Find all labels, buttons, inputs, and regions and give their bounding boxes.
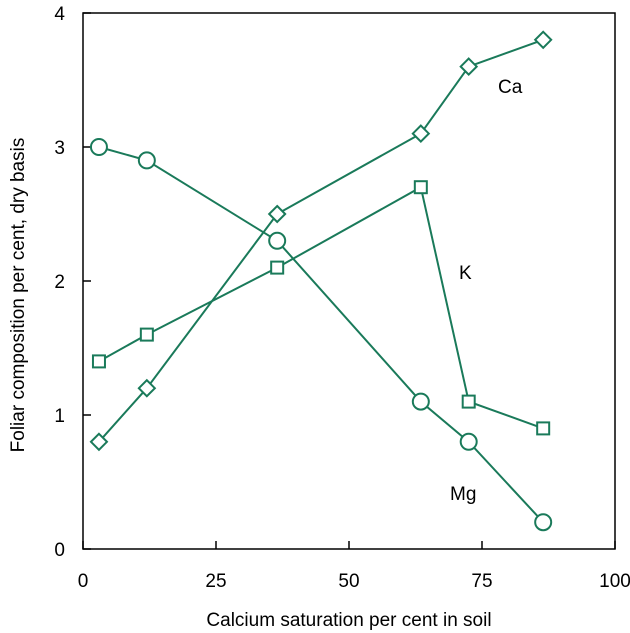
series-line-mg: [98, 146, 544, 523]
data-point-ca: [137, 378, 157, 398]
x-tick-label: 75: [471, 571, 492, 592]
series-label-mg: Mg: [450, 484, 476, 505]
x-tick-label: 100: [599, 571, 630, 592]
y-tick-label: 4: [54, 4, 65, 25]
data-point-ca: [267, 204, 287, 224]
data-point-mg: [411, 392, 430, 411]
plot-frame: [82, 12, 616, 550]
data-point-mg: [89, 138, 108, 156]
series-line-ca: [98, 38, 544, 443]
data-point-mg: [459, 432, 478, 451]
data-point-k: [270, 260, 285, 275]
series-label-ca: Ca: [498, 77, 523, 98]
series-line-k: [98, 185, 544, 430]
y-tick-label: 0: [54, 540, 65, 561]
axis-tick-labels: 0 25 50 75 100 0 1 2 3 4: [54, 4, 630, 592]
series-labels: Ca K Mg: [450, 77, 523, 505]
y-axis-label: Foliar composition per cent, dry basis: [8, 138, 29, 453]
data-point-ca: [89, 432, 109, 452]
x-tick-label: 50: [338, 571, 359, 592]
y-tick-label: 3: [54, 138, 65, 159]
data-point-k: [91, 354, 106, 369]
series-markers: [89, 30, 553, 532]
series-lines: [98, 38, 544, 523]
data-point-k: [413, 180, 428, 195]
x-tick-label: 25: [205, 571, 226, 592]
y-tick-label: 2: [54, 272, 65, 293]
x-axis-label: Calcium saturation per cent in soil: [206, 610, 491, 631]
data-point-mg: [534, 513, 553, 532]
data-point-k: [536, 421, 551, 436]
data-point-k: [461, 394, 476, 409]
data-point-k: [139, 327, 154, 342]
axis-ticks: [82, 12, 616, 550]
data-point-ca: [411, 124, 431, 144]
series-label-k: K: [459, 263, 472, 284]
x-tick-label: 0: [78, 571, 89, 592]
data-point-mg: [137, 151, 156, 170]
data-point-mg: [268, 231, 287, 250]
data-point-ca: [459, 57, 479, 77]
data-point-ca: [533, 30, 553, 50]
y-tick-label: 1: [54, 406, 65, 427]
